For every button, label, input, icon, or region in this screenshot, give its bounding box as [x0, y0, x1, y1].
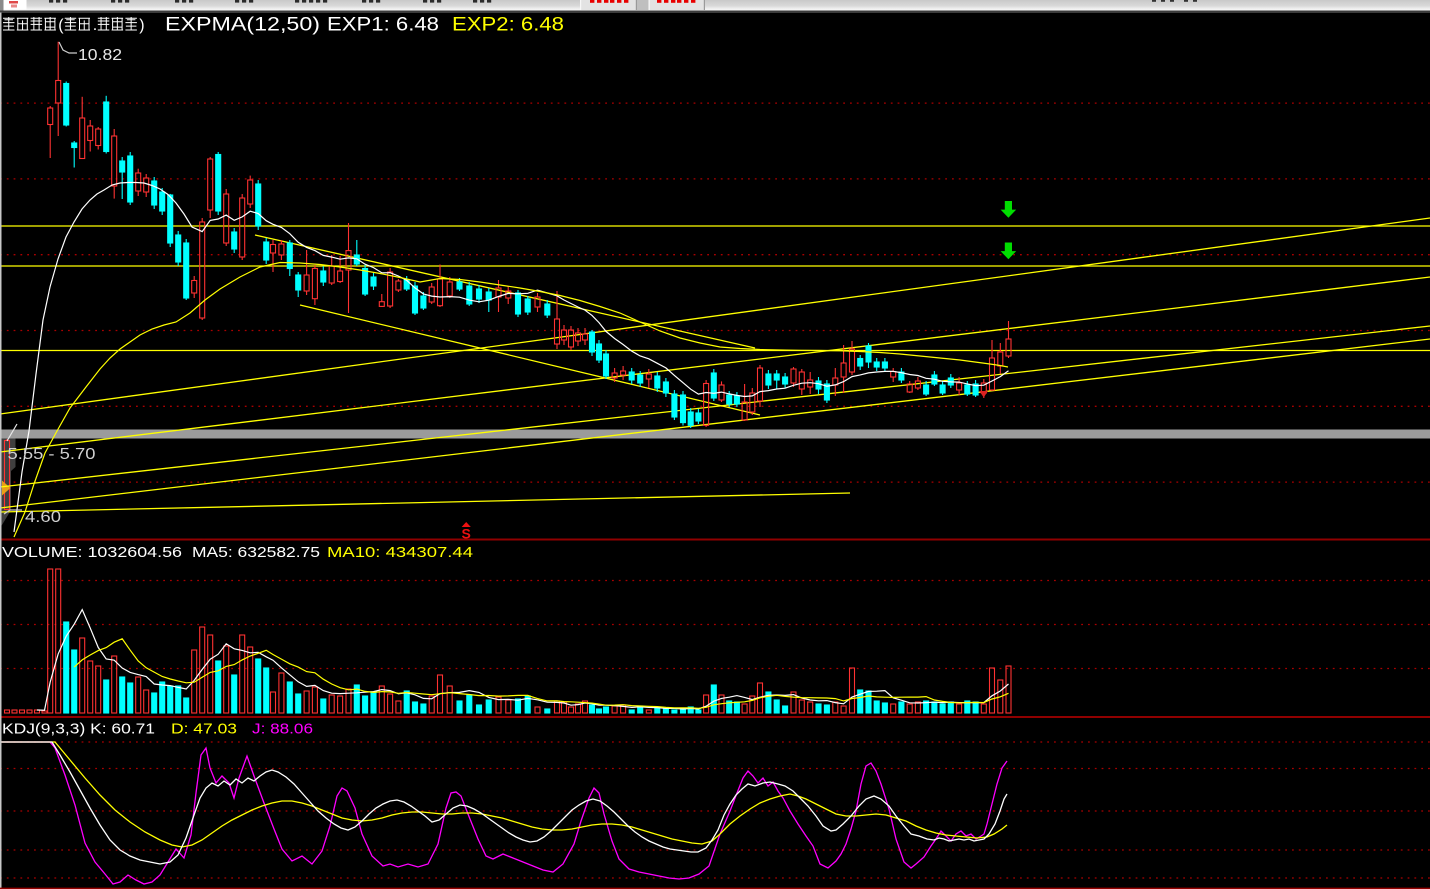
svg-text:EXP2: 6.48: EXP2: 6.48: [452, 15, 564, 36]
svg-text:4.60: 4.60: [25, 509, 61, 526]
svg-text:MA5: 632582.75: MA5: 632582.75: [192, 544, 320, 561]
svg-text:S: S: [462, 526, 471, 542]
svg-text:5.55 - 5.70: 5.55 - 5.70: [8, 446, 96, 463]
svg-text:KDJ(9,3,3) K: 60.71: KDJ(9,3,3) K: 60.71: [2, 721, 155, 738]
svg-text:MA10: 434307.44: MA10: 434307.44: [327, 544, 473, 561]
svg-text:D: 47.03: D: 47.03: [171, 721, 237, 738]
svg-text:EXPMA(12,50): EXPMA(12,50): [165, 15, 320, 36]
svg-text:.: .: [93, 17, 97, 34]
svg-text:VOLUME: 1032604.56: VOLUME: 1032604.56: [2, 544, 182, 561]
svg-text:EXP1: 6.48: EXP1: 6.48: [327, 15, 439, 36]
svg-text:(: (: [58, 17, 64, 34]
svg-text:J: 88.06: J: 88.06: [252, 721, 313, 738]
svg-text:): ): [139, 17, 144, 34]
svg-text:10.82: 10.82: [78, 47, 122, 64]
